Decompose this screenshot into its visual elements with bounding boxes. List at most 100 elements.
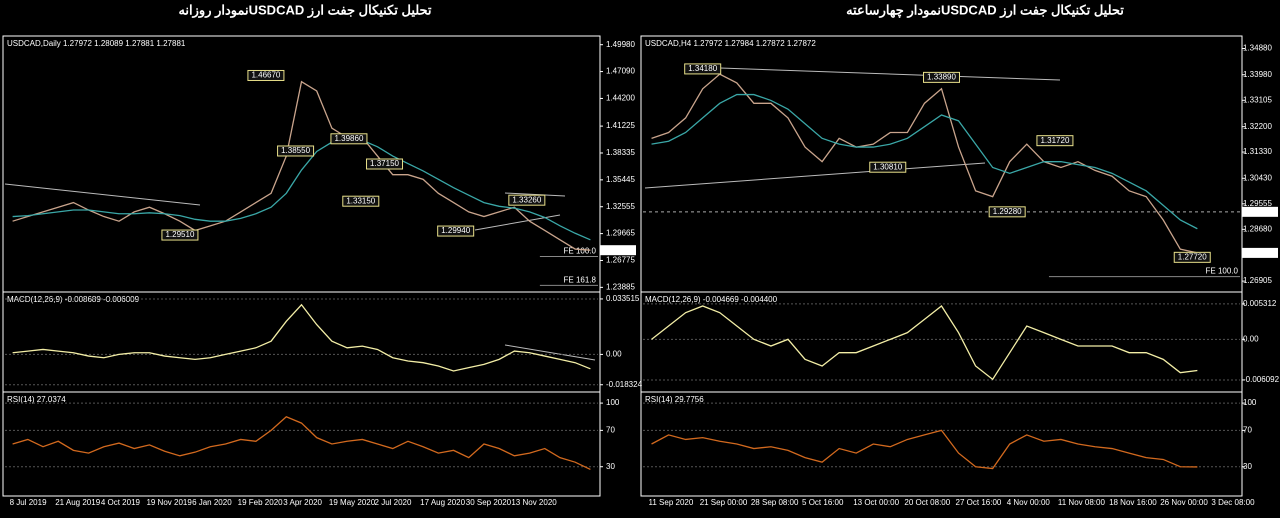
x-tick-label: 20 Oct 08:00 [904, 498, 950, 507]
trend-line [719, 67, 1061, 81]
x-tick-label: 28 Sep 08:00 [751, 498, 799, 507]
x-tick-label: 21 Aug 2019 [55, 498, 100, 507]
price-box [1173, 251, 1211, 263]
x-tick-label: 3 Dec 08:00 [1211, 498, 1255, 507]
price-box [437, 225, 475, 237]
y-tick-label: 1.32200 [1243, 122, 1272, 131]
trend-line [644, 162, 986, 189]
price-box-label: 1.29280 [993, 207, 1022, 216]
price-box [869, 161, 907, 173]
y-tick-label: 1.33980 [1243, 70, 1272, 79]
panel-header: MACD(12,26,9) -0.008689 -0.006009 [7, 295, 140, 304]
x-tick-label: 8 Jul 2019 [10, 498, 47, 507]
price-box-label: 1.30810 [873, 162, 902, 171]
x-tick-label: 11 Nov 08:00 [1058, 498, 1106, 507]
y-tick-label: 1.26905 [1243, 276, 1272, 285]
y-tick-label: 1.29555 [1243, 199, 1272, 208]
series-line [651, 93, 1198, 230]
trend-line [504, 344, 596, 361]
panel-header: RSI(14) 29.7756 [645, 395, 704, 404]
price-box-label: 1.37150 [370, 159, 399, 168]
price-box-label: 1.31720 [1040, 136, 1069, 145]
y-tick-label: 1.38335 [606, 148, 635, 157]
price-box-label: 1.27720 [1178, 252, 1207, 261]
y-tick-label: 1.35445 [606, 175, 635, 184]
y-tick-label: 100 [606, 398, 620, 407]
x-tick-label: 30 Sep 2020 [466, 498, 512, 507]
x-tick-label: 2 Jul 2020 [375, 498, 412, 507]
chart-title: تحلیل تکنیکال جفت ارز USDCADنمودار روزان… [178, 2, 431, 18]
y-tick-label: 100 [1243, 398, 1257, 407]
y-tick-label: 30 [1243, 462, 1252, 471]
series-line [12, 303, 591, 372]
price-box [366, 158, 404, 170]
x-tick-label: 19 Nov 2019 [146, 498, 192, 507]
level-label: 1.29280 [1242, 207, 1271, 216]
y-tick-label: 70 [606, 425, 615, 434]
last-price-label: 1.27872 [1242, 248, 1271, 257]
price-box-label: 1.39860 [334, 134, 363, 143]
panel-frame [640, 391, 1243, 497]
y-tick-label: 1.47090 [606, 67, 635, 76]
series-line [651, 429, 1198, 470]
price-box [923, 71, 960, 83]
y-tick-label: 1.29665 [606, 229, 635, 238]
fib-label: FE 161.8 [564, 275, 597, 284]
panel-frame [2, 291, 601, 393]
y-tick-label: 1.41225 [606, 121, 635, 130]
panel-header: USDCAD,H4 1.27972 1.27984 1.27872 1.2787… [645, 39, 816, 48]
x-tick-label: 4 Nov 00:00 [1007, 498, 1051, 507]
panel-header: USDCAD,Daily 1.27972 1.28089 1.27881 1.2… [7, 39, 186, 48]
price-box-label: 1.33260 [512, 195, 541, 204]
x-tick-label: 19 May 2020 [329, 498, 376, 507]
price-box [684, 63, 722, 75]
y-tick-label: 70 [1243, 425, 1252, 434]
x-tick-label: 17 Aug 2020 [420, 498, 465, 507]
trend-line [504, 192, 566, 197]
x-tick-label: 5 Oct 16:00 [802, 498, 844, 507]
price-box [247, 69, 285, 81]
x-tick-label: 19 Feb 2020 [238, 498, 283, 507]
y-tick-label: 1.31330 [1243, 147, 1272, 156]
panel-frame [2, 35, 601, 293]
series-line [12, 415, 591, 471]
panel-frame [2, 391, 601, 497]
series-line [12, 80, 591, 251]
y-tick-label: 30 [606, 462, 615, 471]
y-tick-label: 1.23885 [606, 282, 635, 291]
x-tick-label: 11 Sep 2020 [649, 498, 694, 507]
y-tick-label: 1.30430 [1243, 173, 1272, 182]
y-tick-label: 1.28680 [1243, 224, 1272, 233]
x-tick-label: 27 Oct 16:00 [956, 498, 1002, 507]
y-tick-label: 1.33105 [1243, 95, 1272, 104]
panel-header: MACD(12,26,9) -0.004669 -0.004400 [645, 295, 778, 304]
price-box [1036, 135, 1074, 147]
series-line [651, 73, 1198, 254]
trend-line [474, 214, 561, 231]
price-box [330, 133, 368, 145]
price-box-label: 1.38550 [281, 146, 310, 155]
x-tick-label: 13 Oct 00:00 [853, 498, 899, 507]
x-tick-label: 6 Jan 2020 [192, 498, 232, 507]
x-tick-label: 18 Nov 16:00 [1109, 498, 1157, 507]
price-box-label: 1.29510 [165, 230, 194, 239]
x-tick-label: 26 Nov 00:00 [1160, 498, 1208, 507]
y-tick-label: 0.005312 [1243, 299, 1277, 308]
price-box-label: 1.46670 [251, 71, 280, 80]
price-box [988, 206, 1026, 218]
price-box [508, 194, 546, 206]
y-tick-label: 0.00 [1243, 334, 1259, 343]
last-price-box [600, 245, 636, 256]
price-box-label: 1.33890 [927, 72, 956, 81]
fib-label: FE 100.0 [1206, 267, 1239, 276]
x-tick-label: 13 Nov 2020 [511, 498, 557, 507]
price-box-label: 1.29940 [441, 226, 470, 235]
level-box [1242, 206, 1278, 217]
x-tick-label: 21 Sep 00:00 [700, 498, 748, 507]
x-tick-label: 4 Oct 2019 [101, 498, 141, 507]
y-tick-label: 1.26775 [606, 256, 635, 265]
price-box-label: 1.33150 [346, 196, 375, 205]
y-tick-label: 0.033515 [606, 294, 640, 303]
y-tick-label: 1.49980 [606, 40, 635, 49]
